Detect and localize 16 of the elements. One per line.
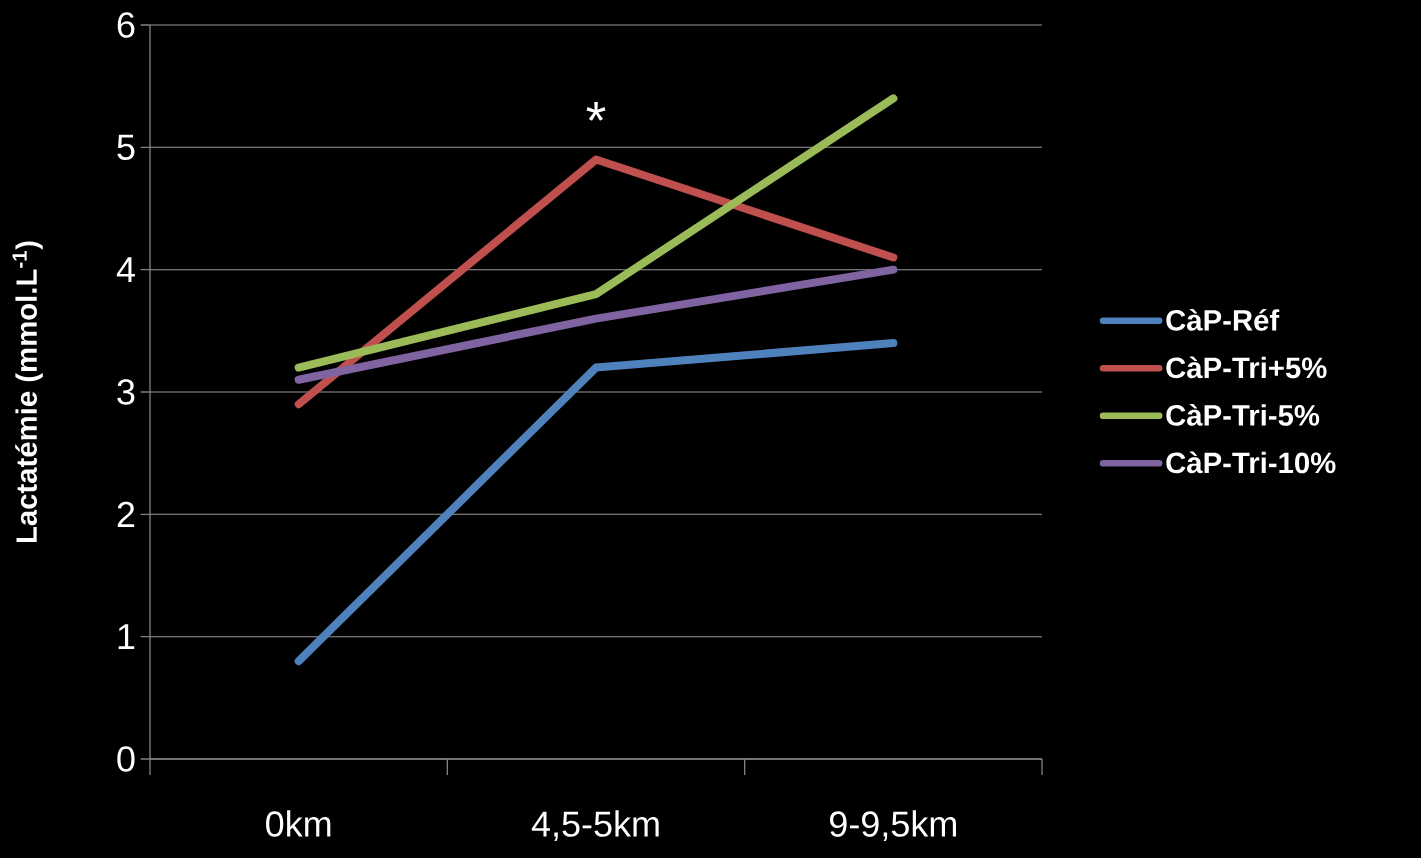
legend-label: CàP-Tri+5% xyxy=(1166,356,1327,379)
y-tick-label: 6 xyxy=(117,12,135,38)
legend-label: CàP-Tri-5% xyxy=(1166,403,1320,426)
y-axis-title: Lactatémie (mmol.L$^{-1}$) xyxy=(12,241,43,543)
x-tick-label: 9-9,5km xyxy=(830,810,956,842)
y-tick-label: 0 xyxy=(117,746,135,772)
x-tick-label: 4,5-5km xyxy=(531,810,659,842)
legend-label: CàP-Tri-10% xyxy=(1166,451,1336,474)
y-tick-label: 5 xyxy=(117,134,135,160)
y-tick-label: 1 xyxy=(118,624,135,650)
y-tick-label: 3 xyxy=(117,379,135,405)
y-tick-label: 4 xyxy=(116,257,135,283)
annotation: * xyxy=(586,102,606,121)
legend-label: CàP-Réf xyxy=(1166,308,1280,331)
x-tick-label: 0km xyxy=(266,810,331,837)
y-tick-label: 2 xyxy=(117,501,135,527)
